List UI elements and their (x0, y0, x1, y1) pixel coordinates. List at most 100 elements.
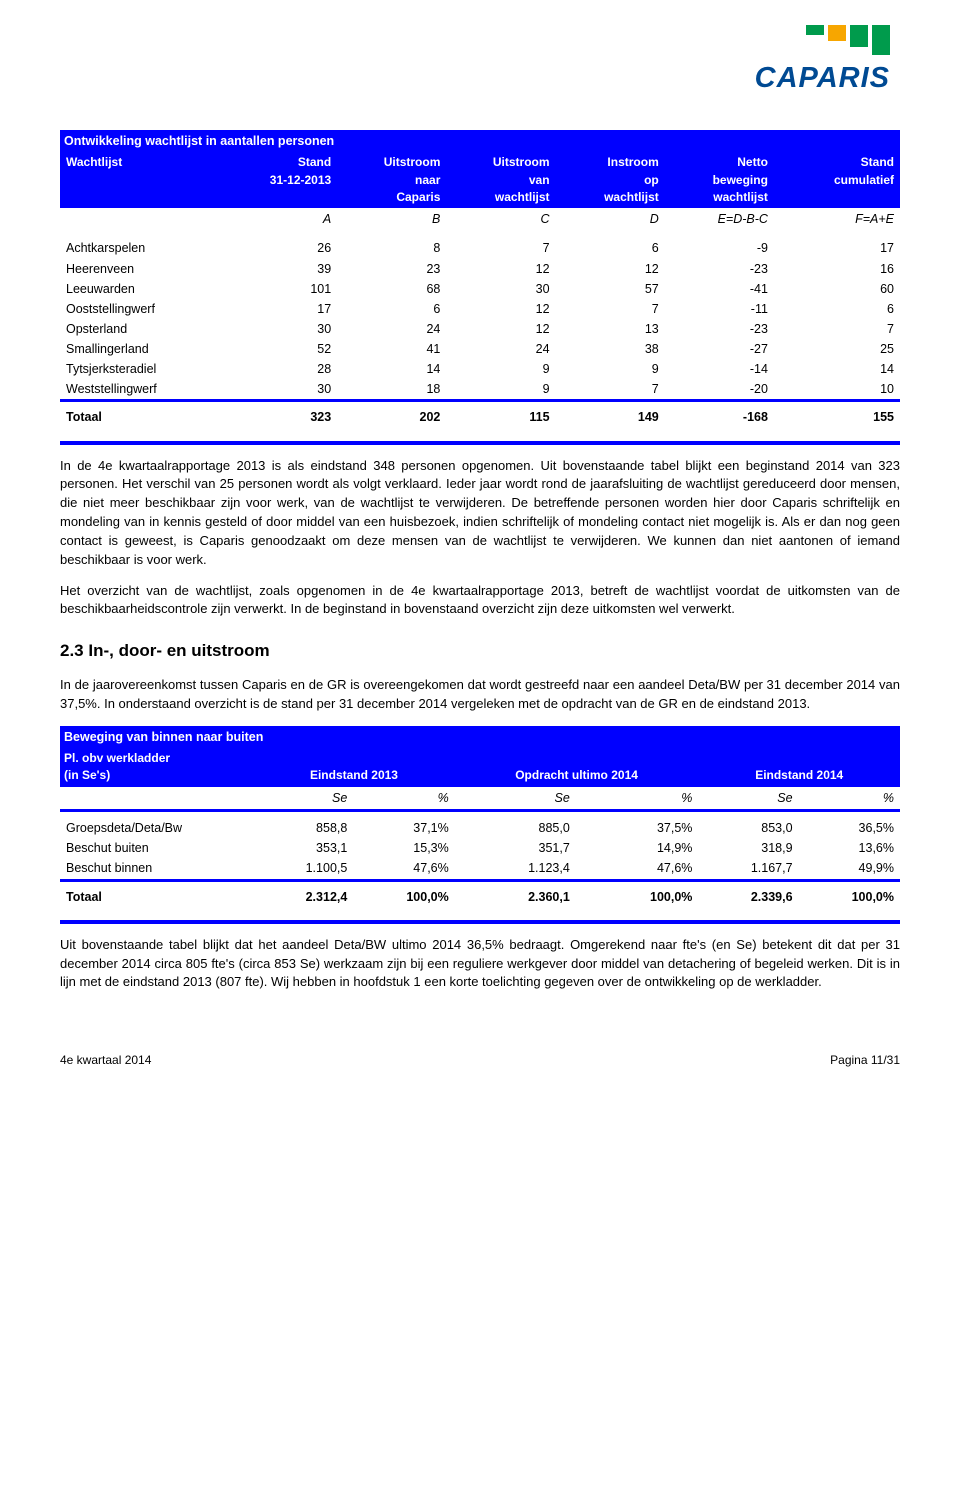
cell: 9 (446, 359, 555, 379)
cell: 36,5% (799, 818, 900, 838)
cell: 318,9 (698, 838, 798, 858)
cell: 41 (337, 339, 446, 359)
t2-total-p3: 100,0% (799, 880, 900, 908)
cell: 15,3% (353, 838, 454, 858)
logo-bar (872, 25, 890, 55)
cell: Tytsjerksteradiel (60, 359, 245, 379)
cell: 1.100,5 (253, 858, 353, 880)
table-row: Groepsdeta/Deta/Bw858,837,1%885,037,5%85… (60, 818, 900, 838)
cell: 12 (556, 259, 665, 279)
t2-sub2: (in Se's) (64, 768, 110, 782)
col3-l1: Uitstroom (493, 155, 550, 169)
col4-l2: op (644, 173, 659, 187)
cell: -9 (665, 238, 774, 258)
table-row: Beschut binnen1.100,547,6%1.123,447,6%1.… (60, 858, 900, 880)
table-row: Heerenveen39231212-2316 (60, 259, 900, 279)
table-row: Ooststellingwerf176127-116 (60, 299, 900, 319)
cell: Achtkarspelen (60, 238, 245, 258)
total-b: 202 (337, 401, 446, 429)
table1-letter-row: A B C D E=D-B-C F=A+E (60, 208, 900, 230)
t2-h1: Eindstand 2013 (253, 748, 455, 787)
letter-a: A (245, 208, 337, 230)
paragraph-4: Uit bovenstaande tabel blijkt dat het aa… (60, 936, 900, 993)
table-row: Beschut buiten353,115,3%351,714,9%318,91… (60, 838, 900, 858)
cell: 1.167,7 (698, 858, 798, 880)
total-label: Totaal (60, 401, 245, 429)
cell: Opsterland (60, 319, 245, 339)
cell: 7 (556, 379, 665, 401)
cell: Ooststellingwerf (60, 299, 245, 319)
col6-l1: Stand (861, 155, 894, 169)
table-row: Weststellingwerf301897-2010 (60, 379, 900, 401)
cell: 885,0 (455, 818, 576, 838)
cell: 49,9% (799, 858, 900, 880)
t2-total-se3: 2.339,6 (698, 880, 798, 908)
cell: -20 (665, 379, 774, 401)
t2-p2: % (576, 787, 699, 811)
cell: 858,8 (253, 818, 353, 838)
logo-bars (710, 25, 890, 55)
table2-subheader: Se % Se % Se % (60, 787, 900, 811)
col1-l2: 31-12-2013 (270, 173, 331, 187)
cell: 30 (446, 279, 555, 299)
cell: 7 (774, 319, 900, 339)
total-c: 115 (446, 401, 555, 429)
t2-se3: Se (698, 787, 798, 811)
table1-header: Wachtlijst Stand31-12-2013 Uitstroomnaar… (60, 152, 900, 208)
cell: Leeuwarden (60, 279, 245, 299)
cell: 353,1 (253, 838, 353, 858)
cell: 351,7 (455, 838, 576, 858)
col5-l1: Netto (737, 155, 768, 169)
cell: 12 (446, 319, 555, 339)
cell: 47,6% (576, 858, 699, 880)
cell: -14 (665, 359, 774, 379)
cell: 37,5% (576, 818, 699, 838)
paragraph-1: In de 4e kwartaalrapportage 2013 is als … (60, 457, 900, 570)
cell: -23 (665, 319, 774, 339)
cell: 39 (245, 259, 337, 279)
cell: 13 (556, 319, 665, 339)
col0-l1: Wachtlijst (66, 155, 122, 169)
col3-l3: wachtlijst (495, 190, 550, 204)
table-wachtlijst: Ontwikkeling wachtlijst in aantallen per… (60, 130, 900, 445)
t2-total-label: Totaal (60, 880, 253, 908)
cell: 28 (245, 359, 337, 379)
footer-left: 4e kwartaal 2014 (60, 1052, 151, 1069)
cell: 6 (337, 299, 446, 319)
cell: 101 (245, 279, 337, 299)
logo-bar (806, 25, 824, 35)
cell: 52 (245, 339, 337, 359)
cell: 37,1% (353, 818, 454, 838)
cell: 18 (337, 379, 446, 401)
cell: Smallingerland (60, 339, 245, 359)
cell: 6 (774, 299, 900, 319)
cell: 853,0 (698, 818, 798, 838)
cell: 57 (556, 279, 665, 299)
col4-l1: Instroom (607, 155, 658, 169)
paragraph-2: Het overzicht van de wachtlijst, zoals o… (60, 582, 900, 620)
cell: 23 (337, 259, 446, 279)
cell: 60 (774, 279, 900, 299)
t2-se2: Se (455, 787, 576, 811)
cell: 9 (556, 359, 665, 379)
col4-l3: wachtlijst (604, 190, 659, 204)
col1-l1: Stand (298, 155, 331, 169)
logo-bar (850, 25, 868, 47)
cell: 7 (446, 238, 555, 258)
cell: -41 (665, 279, 774, 299)
cell: 10 (774, 379, 900, 401)
cell: Beschut buiten (60, 838, 253, 858)
cell: 9 (446, 379, 555, 401)
table-beweging: Beweging van binnen naar buiten Pl. obv … (60, 726, 900, 924)
letter-e: E=D-B-C (665, 208, 774, 230)
cell: 68 (337, 279, 446, 299)
t2-total-se2: 2.360,1 (455, 880, 576, 908)
paragraph-3: In de jaarovereenkomst tussen Caparis en… (60, 676, 900, 714)
logo-text: CAPARIS (710, 57, 890, 99)
cell: 25 (774, 339, 900, 359)
t2-total-se1: 2.312,4 (253, 880, 353, 908)
col6-l2: cumulatief (834, 173, 894, 187)
cell: 26 (245, 238, 337, 258)
t2-p3: % (799, 787, 900, 811)
cell: 24 (337, 319, 446, 339)
